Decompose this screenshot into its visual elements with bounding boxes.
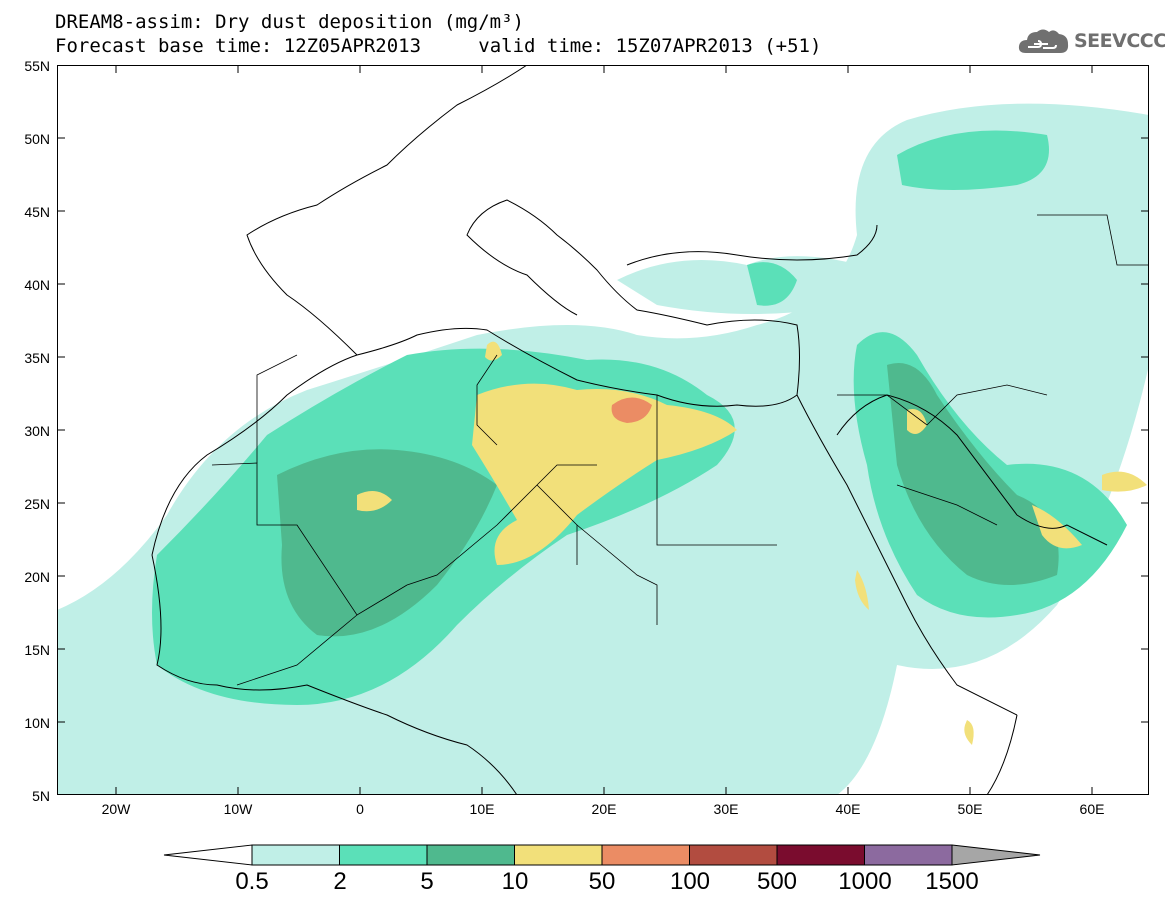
lon-label: 20W — [101, 801, 131, 817]
lon-label: 50E — [957, 801, 983, 817]
map-frame — [57, 65, 1149, 795]
map-title: DREAM8-assim: Dry dust deposition (mg/m³… — [55, 11, 524, 33]
cloud-icon — [1018, 29, 1069, 53]
lat-label: 20N — [24, 569, 50, 585]
forecast-base-time: Forecast base time: 12Z05APR2013 — [55, 35, 422, 57]
lat-label: 30N — [24, 423, 50, 439]
colorbar-label: 2 — [333, 868, 347, 895]
lat-label: 10N — [24, 715, 50, 731]
colorbar-label: 1000 — [838, 868, 892, 895]
colorbar — [163, 844, 1041, 866]
lat-label: 55N — [24, 58, 50, 74]
axis-ticks — [57, 65, 1149, 795]
lat-label: 45N — [24, 204, 50, 220]
lat-label: 40N — [24, 277, 50, 293]
lon-label: 0 — [356, 801, 364, 817]
seevccc-logo: SEEVCCC — [1018, 27, 1165, 55]
country-borders — [211, 214, 1149, 686]
lon-label: 10W — [223, 801, 253, 817]
colorbar-segment — [776, 844, 865, 866]
lon-label: 60E — [1079, 801, 1105, 817]
colorbar-segment — [864, 844, 953, 866]
lon-label: 10E — [469, 801, 495, 817]
lat-label: 35N — [24, 350, 50, 366]
coastlines — [151, 65, 1108, 795]
lon-label: 30E — [713, 801, 739, 817]
lat-label: 5N — [32, 788, 50, 804]
colorbar-under-arrow — [163, 844, 253, 866]
lon-label: 40E — [835, 801, 861, 817]
logo-text: SEEVCCC — [1074, 30, 1165, 52]
colorbar-segment — [601, 844, 690, 866]
colorbar-label: 10 — [501, 868, 529, 895]
colorbar-segment — [339, 844, 428, 866]
colorbar-label: 50 — [588, 868, 616, 895]
colorbar-label: 5 — [420, 868, 434, 895]
colorbar-segment — [689, 844, 778, 866]
lon-label: 20E — [591, 801, 617, 817]
lat-label: 50N — [24, 131, 50, 147]
colorbar-over-arrow — [951, 844, 1041, 866]
colorbar-label: 500 — [756, 868, 798, 895]
colorbar-label: 1500 — [925, 868, 979, 895]
forecast-times: Forecast base time: 12Z05APR2013 valid t… — [55, 36, 821, 56]
lat-label: 25N — [24, 496, 50, 512]
colorbar-segment — [251, 844, 340, 866]
colorbar-segment — [514, 844, 603, 866]
colorbar-label: 0.5 — [235, 868, 269, 895]
deposition-field — [57, 103, 1149, 795]
colorbar-segment — [426, 844, 515, 866]
valid-time: valid time: 15Z07APR2013 (+51) — [478, 35, 822, 57]
dust-deposition-map — [57, 65, 1149, 795]
colorbar-label: 100 — [669, 868, 711, 895]
lat-label: 15N — [24, 642, 50, 658]
